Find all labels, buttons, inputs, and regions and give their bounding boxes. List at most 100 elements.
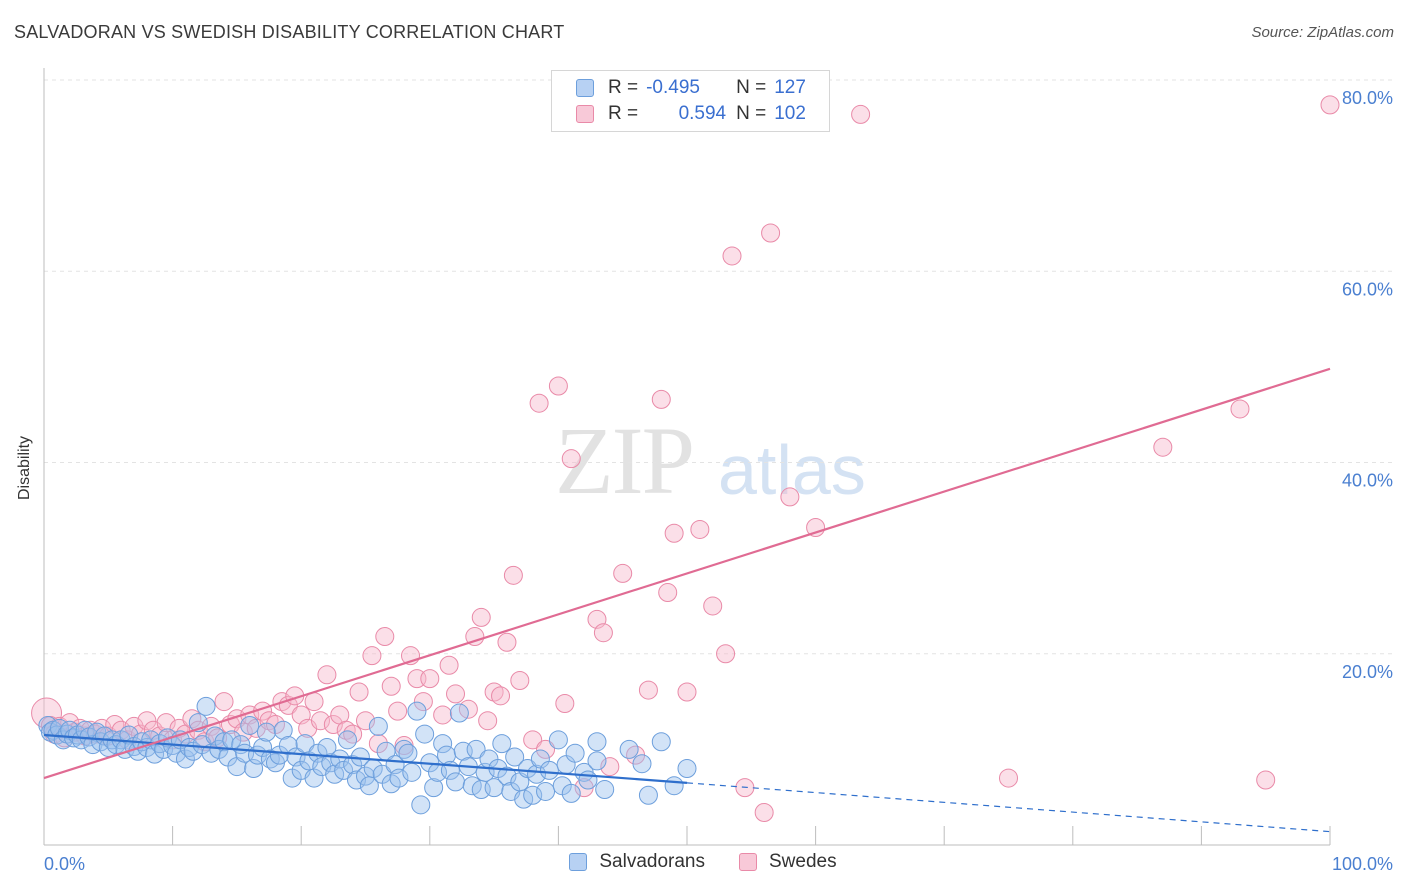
chart-title: SALVADORAN VS SWEDISH DISABILITY CORRELA… — [14, 22, 565, 42]
legend-row-swedes: R = 0.594 N = 102 — [576, 102, 806, 126]
salvadoran-point — [651, 732, 671, 752]
salvadoran-point — [638, 785, 658, 805]
swede-point — [310, 711, 330, 731]
swede-point — [1320, 95, 1340, 115]
salvadoran-point — [394, 739, 414, 759]
salvadoran-point — [523, 785, 543, 805]
x-tick-label: 0.0% — [44, 854, 85, 874]
legend-n-label: N = — [736, 77, 767, 98]
salvadoran-point — [565, 743, 585, 763]
swede-point — [201, 716, 221, 736]
swede-point — [368, 734, 388, 754]
swede-point — [677, 682, 697, 702]
salvadoran-point — [505, 747, 525, 767]
swede-point — [722, 246, 742, 266]
swede-point — [529, 393, 549, 413]
legend-n-value: 127 — [774, 77, 806, 98]
salvadoran-point — [337, 730, 357, 750]
swede-point — [137, 711, 157, 731]
salvadoran-point — [632, 754, 652, 774]
swede-point — [433, 705, 453, 725]
legend-n-value: 102 — [774, 103, 806, 124]
salvadoran-trend-extension — [686, 782, 1331, 833]
salvadoran-point — [402, 762, 422, 782]
legend-item-swedes[interactable]: Swedes — [739, 851, 837, 873]
swede-point — [497, 632, 517, 652]
salvadoran-point — [492, 734, 512, 754]
legend-row-salvadorans: R = -0.495 N = 127 — [576, 76, 806, 100]
legend-swatch-pink — [576, 105, 594, 123]
salvadoran-point — [518, 759, 538, 778]
salvadoran-point — [497, 766, 517, 786]
swede-point — [523, 730, 543, 750]
swede-point — [362, 646, 382, 666]
swede-point — [503, 565, 523, 585]
salvadoran-point — [304, 768, 324, 788]
salvadoran-point — [175, 749, 195, 769]
swede-point — [478, 711, 498, 731]
swede-point — [381, 676, 401, 696]
swede-point — [214, 692, 234, 712]
source-note: Source: ZipAtlas.com — [1251, 24, 1394, 41]
salvadoran-point — [334, 760, 354, 780]
swede-point — [658, 583, 678, 603]
salvadoran-point — [91, 732, 111, 752]
correlation-legend: R = -0.495 N = 127 R = 0.594 N = 102 — [551, 70, 830, 132]
legend-item-salvadorans[interactable]: Salvadorans — [569, 851, 705, 873]
swede-point — [156, 713, 176, 733]
swede-point — [439, 655, 459, 675]
salvadoran-point — [330, 749, 350, 769]
swede-point — [356, 711, 375, 731]
legend-r-value: -0.495 — [646, 77, 700, 98]
swede-point — [491, 686, 511, 706]
swede-point — [999, 768, 1018, 788]
salvadoran-point — [619, 739, 639, 759]
legend-swatch-pink — [739, 853, 757, 871]
salvadoran-point — [381, 774, 401, 794]
salvadoran-point — [407, 701, 427, 721]
swede-point — [548, 376, 568, 396]
swede-point — [388, 701, 408, 721]
salvadoran-point — [368, 716, 388, 736]
legend-label: Swedes — [769, 851, 837, 872]
salvadoran-point — [356, 766, 375, 786]
salvadoran-point — [71, 730, 91, 750]
salvadoran-point — [587, 732, 607, 752]
swede-point — [420, 669, 440, 689]
swede-point — [561, 449, 581, 469]
salvadoran-point — [256, 722, 276, 742]
salvadoran-point — [214, 732, 234, 752]
salvadoran-point — [240, 715, 260, 735]
swede-point — [536, 739, 556, 759]
swede-point — [664, 523, 684, 543]
salvadoran-point — [587, 751, 607, 771]
swede-point — [1230, 399, 1250, 419]
x-tick-label: 100.0% — [1332, 854, 1393, 874]
watermark-atlas: atlas — [718, 431, 866, 509]
salvadoran-point — [433, 734, 453, 754]
swede-point — [375, 627, 395, 647]
swede-point — [613, 563, 633, 583]
swede-point — [510, 671, 530, 691]
legend-r-label: R = — [608, 77, 639, 98]
swede-point — [716, 644, 736, 664]
watermark-zip: ZIP — [555, 407, 695, 514]
swede-point — [690, 519, 710, 539]
swede-point — [651, 389, 671, 409]
swede-point — [851, 104, 871, 124]
salvadoran-point — [561, 783, 581, 803]
swede-point — [600, 757, 620, 777]
salvadoran-point — [411, 795, 431, 815]
salvadoran-point — [548, 730, 568, 750]
salvadoran-point — [539, 760, 559, 780]
swede-point — [188, 720, 208, 740]
y-tick-label: 20.0% — [1342, 662, 1393, 682]
salvadoran-point — [398, 743, 418, 763]
salvadoran-point — [578, 770, 598, 790]
salvadoran-point — [424, 778, 444, 798]
salvadoran-point — [527, 764, 547, 784]
legend-label: Salvadorans — [599, 851, 705, 872]
salvadoran-point — [536, 781, 556, 801]
swede-point — [593, 623, 613, 643]
